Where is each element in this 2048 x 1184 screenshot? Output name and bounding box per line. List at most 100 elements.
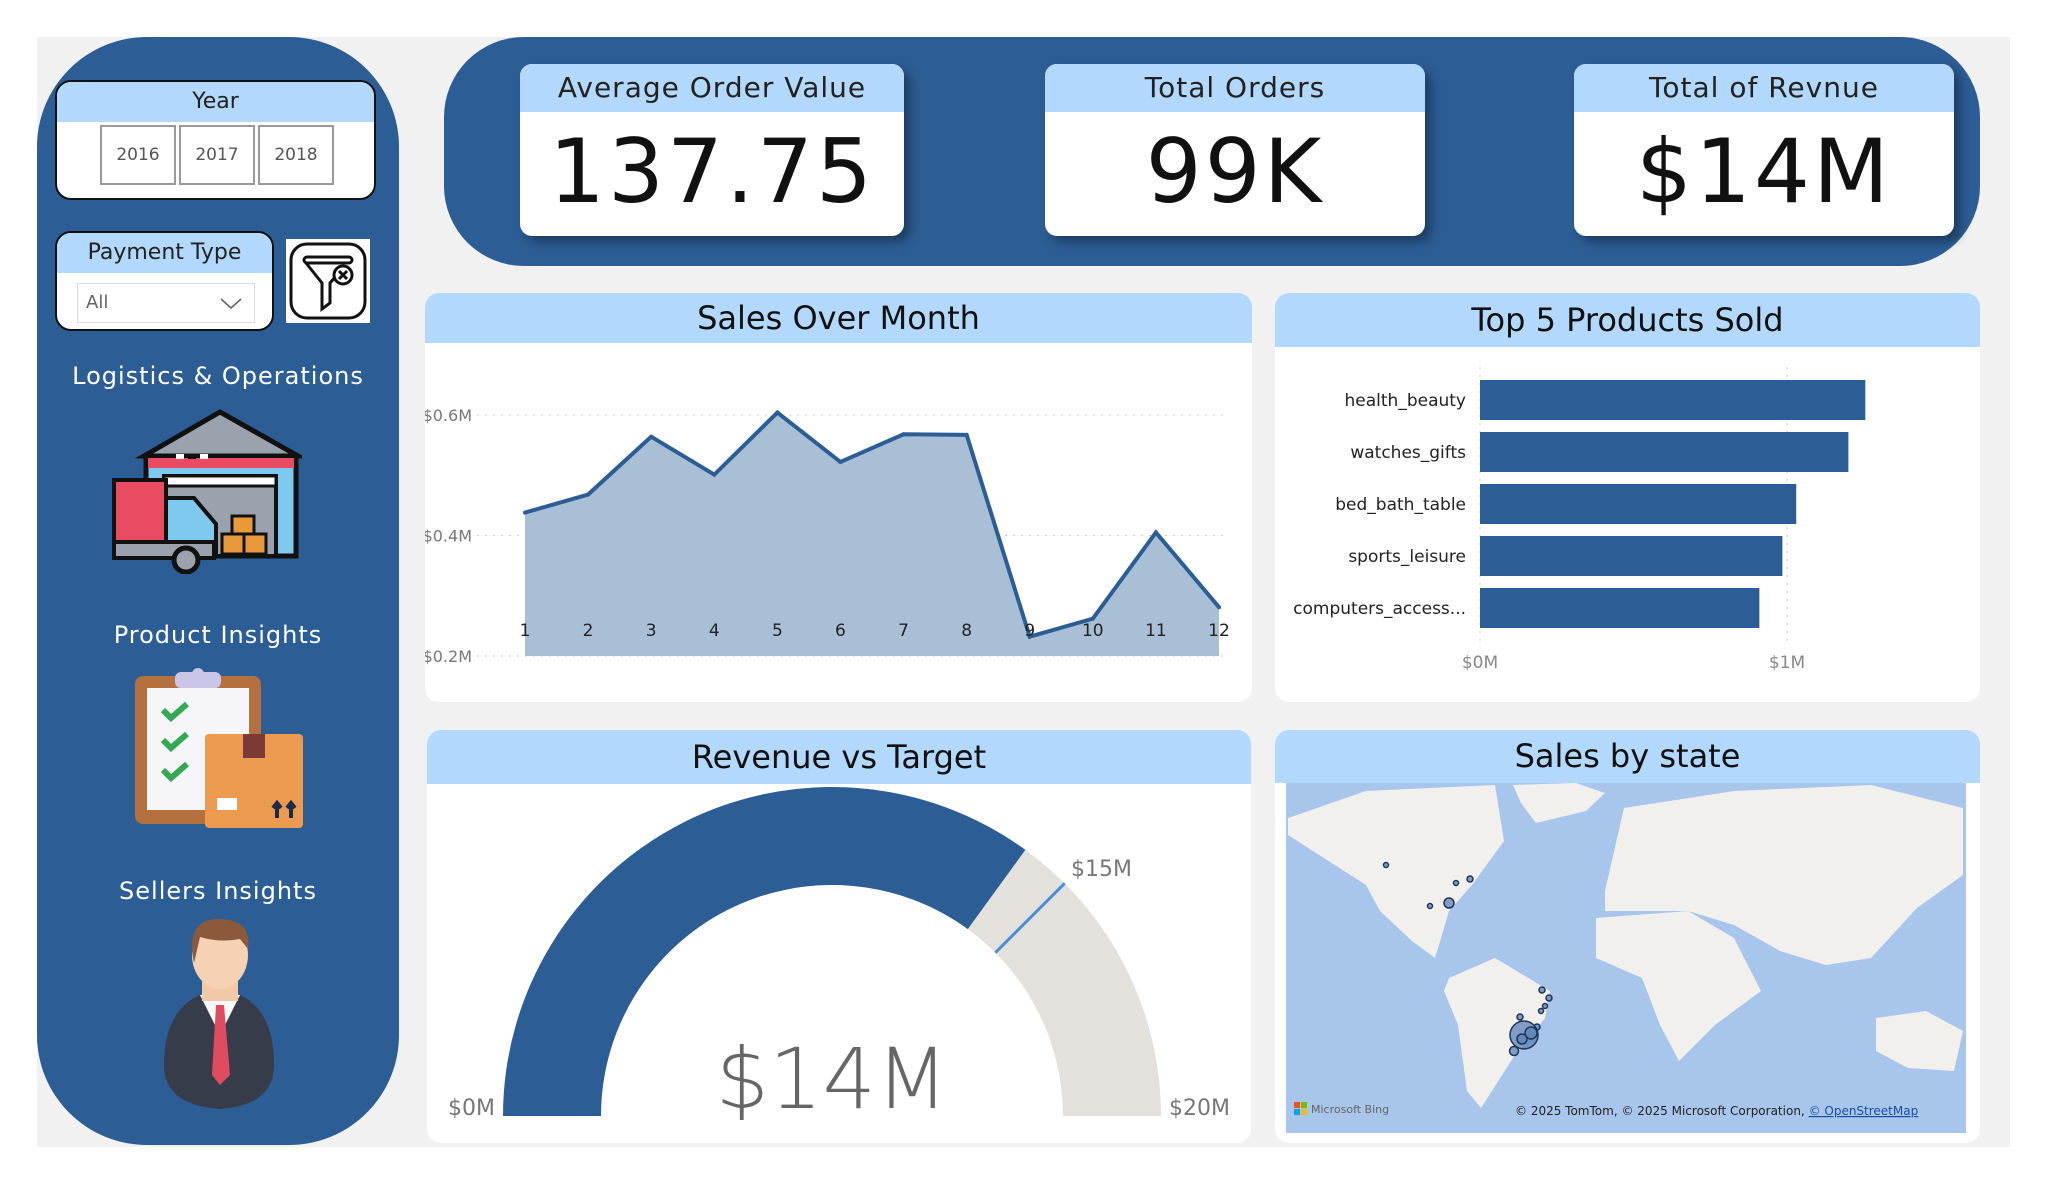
sales-over-month-card: Sales Over Month $0.2M $0.4M $0.6M 1 2 3 4 5 6 7 8… bbox=[425, 293, 1252, 702]
state-sales-bubble[interactable] bbox=[1508, 1045, 1520, 1057]
data-point bbox=[1027, 634, 1032, 639]
state-sales-bubble[interactable] bbox=[1545, 994, 1553, 1002]
chart-title: Sales Over Month bbox=[425, 293, 1252, 343]
category-label: bed_bath_table bbox=[1335, 495, 1466, 515]
state-sales-bubble[interactable] bbox=[1541, 1002, 1549, 1010]
nav-logistics-label[interactable]: Logistics & Operations bbox=[72, 362, 364, 390]
state-sales-bubble[interactable] bbox=[1382, 861, 1390, 869]
x-tick-label: 2 bbox=[583, 621, 594, 641]
y-tick-label: $0.2M bbox=[425, 647, 472, 666]
state-sales-bubble[interactable] bbox=[1537, 1007, 1545, 1015]
chevron-down-icon bbox=[220, 298, 242, 310]
category-label: sports_leisure bbox=[1348, 547, 1466, 567]
x-tick-label: 5 bbox=[772, 621, 783, 641]
year-option-2016[interactable]: 2016 bbox=[100, 125, 176, 185]
gauge-min-label: $0M bbox=[448, 1096, 495, 1121]
kpi-card-total-orders: Total Orders 99K bbox=[1045, 64, 1425, 236]
gauge-max-label: $20M bbox=[1169, 1096, 1230, 1121]
data-point bbox=[586, 492, 591, 497]
x-tick-label: $1M bbox=[1769, 653, 1805, 673]
sales-over-month-chart: $0.2M$0.4M$0.6M1 2 3 4 5 6 7 8 9 10 11 12 bbox=[425, 406, 1230, 666]
data-point bbox=[1090, 616, 1095, 621]
map-land-south-america bbox=[1444, 958, 1550, 1108]
kpi-value: 137.75 bbox=[549, 120, 875, 223]
state-sales-bubble[interactable] bbox=[1443, 897, 1455, 909]
payment-slicer-title: Payment Type bbox=[57, 233, 272, 273]
state-sales-bubble[interactable] bbox=[1524, 1026, 1538, 1040]
map-land-north-america bbox=[1288, 785, 1504, 958]
x-tick-label: 12 bbox=[1208, 621, 1230, 641]
revenue-gauge: $14M $0M $20M $15M bbox=[448, 787, 1230, 1128]
warehouse-truck-icon[interactable] bbox=[112, 406, 302, 574]
payment-type-slicer: Payment Type All bbox=[55, 231, 274, 331]
chart-title: Revenue vs Target bbox=[427, 730, 1251, 784]
sales-map[interactable]: Microsoft Bing © 2025 TomTom, © 2025 Mic… bbox=[1286, 783, 1966, 1133]
state-sales-bubble[interactable] bbox=[1516, 1033, 1528, 1045]
data-point bbox=[523, 510, 527, 515]
map-land-eurasia bbox=[1605, 785, 1963, 965]
bar bbox=[1480, 536, 1783, 576]
y-tick-label: $0.6M bbox=[425, 406, 472, 425]
year-option-2018[interactable]: 2018 bbox=[258, 125, 334, 185]
openstreetmap-link[interactable]: © OpenStreetMap bbox=[1809, 1104, 1919, 1118]
state-sales-bubble[interactable] bbox=[1426, 902, 1434, 910]
map-title: Sales by state bbox=[1275, 730, 1980, 783]
x-tick-label: 10 bbox=[1082, 621, 1104, 641]
category-label: computers_access... bbox=[1293, 599, 1466, 619]
bar bbox=[1480, 380, 1866, 420]
data-point bbox=[901, 432, 906, 437]
nav-sellers-insights-label[interactable]: Sellers Insights bbox=[119, 877, 317, 905]
x-tick-label: 6 bbox=[835, 621, 846, 641]
data-point bbox=[1217, 605, 1221, 610]
map-land-australia bbox=[1876, 1011, 1963, 1071]
chart-title: Top 5 Products Sold bbox=[1275, 293, 1980, 347]
x-tick-label: 3 bbox=[646, 621, 657, 641]
gauge-target-label: $15M bbox=[1071, 857, 1132, 882]
bing-logo: Microsoft Bing bbox=[1294, 1102, 1389, 1116]
x-tick-label: 8 bbox=[961, 621, 972, 641]
data-point bbox=[838, 459, 843, 464]
map-attribution: © 2025 TomTom, © 2025 Microsoft Corporat… bbox=[1515, 1104, 1918, 1118]
payment-type-dropdown[interactable]: All bbox=[77, 283, 255, 323]
data-point bbox=[964, 432, 969, 437]
businessman-icon[interactable] bbox=[160, 915, 280, 1111]
kpi-title: Average Order Value bbox=[520, 64, 904, 112]
year-option-2017[interactable]: 2017 bbox=[179, 125, 255, 185]
x-tick-label: $0M bbox=[1462, 653, 1498, 673]
x-tick-label: 7 bbox=[898, 621, 909, 641]
gauge-remaining bbox=[967, 849, 1161, 1116]
top-products-chart: $0M $1M health_beauty watches_gifts bed_bath… bbox=[1293, 367, 1866, 673]
bar bbox=[1480, 432, 1849, 472]
nav-product-insights-label[interactable]: Product Insights bbox=[113, 621, 323, 649]
gauge-value-arc bbox=[503, 787, 1026, 1116]
state-sales-bubble[interactable] bbox=[1452, 879, 1460, 887]
funnel-clear-icon bbox=[289, 242, 367, 320]
data-point bbox=[649, 434, 654, 439]
revenue-vs-target-card: Revenue vs Target $14M $0M $20M $15M bbox=[427, 730, 1251, 1143]
kpi-value: $14M bbox=[1636, 120, 1892, 223]
data-point bbox=[1153, 530, 1158, 535]
payment-type-value: All bbox=[86, 292, 109, 313]
sales-area bbox=[525, 412, 1219, 656]
map-land-greenland bbox=[1513, 783, 1605, 823]
state-sales-bubble[interactable] bbox=[1516, 1013, 1524, 1021]
kpi-card-total-revenue: Total of Revnue $14M bbox=[1574, 64, 1954, 236]
bar bbox=[1480, 484, 1797, 524]
kpi-title: Total of Revnue bbox=[1574, 64, 1954, 112]
kpi-card-average-order-value: Average Order Value 137.75 bbox=[520, 64, 904, 236]
gauge-target-line bbox=[994, 882, 1066, 954]
clipboard-box-icon[interactable] bbox=[133, 668, 305, 830]
year-slicer: Year 2016 2017 2018 bbox=[55, 80, 376, 200]
data-point bbox=[712, 472, 717, 477]
sales-by-state-card: Sales by state Microsoft Bing © 2025 Tom… bbox=[1275, 730, 1980, 1143]
bing-logo-text: Microsoft Bing bbox=[1311, 1103, 1389, 1116]
category-label: watches_gifts bbox=[1350, 443, 1466, 463]
clear-filters-button[interactable] bbox=[286, 239, 370, 323]
sales-line bbox=[524, 409, 1221, 640]
state-sales-bubble[interactable] bbox=[1538, 986, 1546, 994]
y-tick-label: $0.4M bbox=[425, 527, 472, 546]
state-sales-bubble[interactable] bbox=[1466, 875, 1474, 883]
kpi-value: 99K bbox=[1145, 120, 1325, 223]
bar bbox=[1480, 588, 1760, 628]
data-point bbox=[775, 410, 780, 415]
